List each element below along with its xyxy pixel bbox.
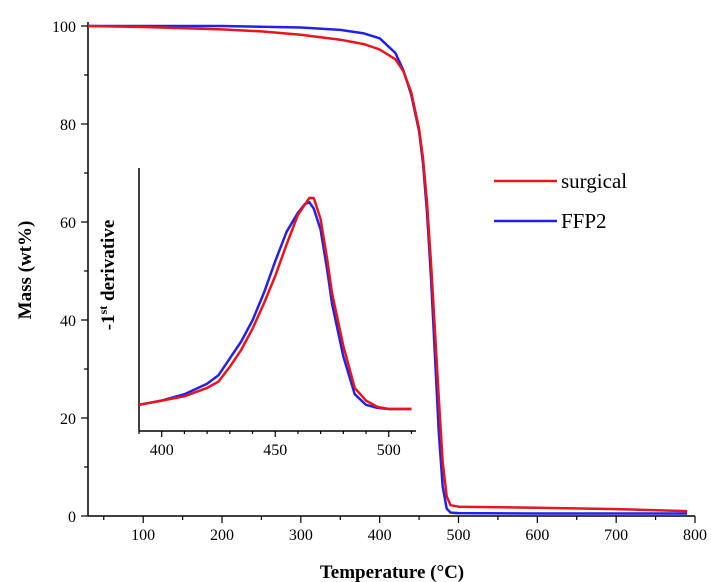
- main-axes: 100 200 300 400 500 600 700 800 0 20 40 60 80 100: [52, 19, 707, 544]
- x-axis-title: Temperature (°C): [320, 562, 464, 582]
- series-line-ffp2: [88, 26, 687, 514]
- inset-series-line-blue: [139, 202, 412, 409]
- inset-series-line-red: [139, 198, 412, 409]
- legend: surgical FFP2: [494, 169, 627, 233]
- y-tick-label: 20: [60, 411, 76, 428]
- legend-label-ffp2: FFP2: [561, 209, 607, 233]
- x-tick-label: 600: [525, 527, 549, 544]
- series-line-surgical: [88, 26, 687, 511]
- inset-x-tick-label: 450: [263, 442, 287, 459]
- y-tick-label: 0: [68, 509, 76, 526]
- x-tick-label: 500: [447, 527, 471, 544]
- x-tick-label: 400: [368, 527, 392, 544]
- y-axis-title: Mass (wt%): [15, 221, 36, 320]
- inset-x-tick-label: 500: [377, 442, 401, 459]
- inset-plot: 400 450 500 -1st derivative: [96, 168, 416, 459]
- x-tick-label: 100: [131, 527, 155, 544]
- y-tick-label: 80: [60, 117, 76, 134]
- inset-y-axis-title: -1st derivative: [96, 220, 119, 331]
- x-tick-label: 200: [210, 527, 234, 544]
- x-tick-label: 700: [604, 527, 628, 544]
- y-tick-label: 40: [60, 313, 76, 330]
- main-series: [88, 26, 687, 514]
- inset-axes: 400 450 500: [139, 168, 416, 459]
- x-tick-label: 800: [683, 527, 707, 544]
- x-tick-label: 300: [289, 527, 313, 544]
- inset-series: [139, 198, 412, 409]
- y-tick-label: 100: [52, 19, 76, 36]
- y-tick-label: 60: [60, 215, 76, 232]
- inset-x-tick-label: 400: [150, 442, 174, 459]
- legend-label-surgical: surgical: [561, 169, 627, 193]
